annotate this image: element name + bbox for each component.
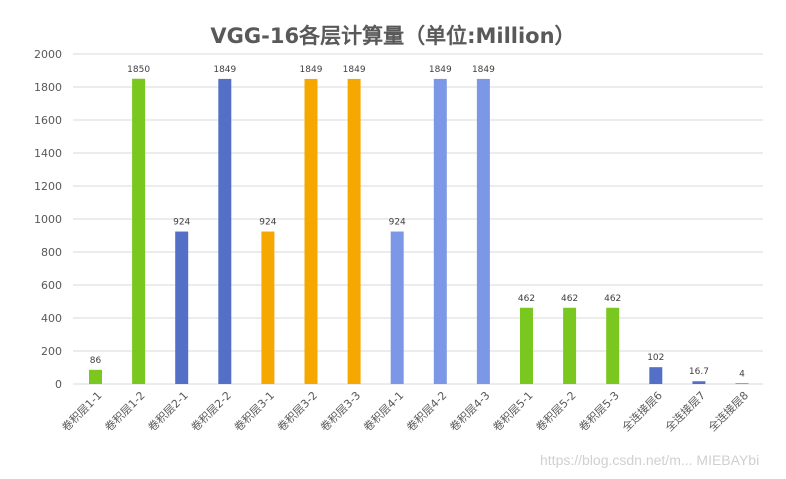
chart-title: VGG-16各层计算量（单位:Million）	[210, 24, 576, 48]
data-label: 1849	[472, 65, 495, 75]
data-label: 924	[259, 218, 276, 228]
bar	[433, 78, 447, 384]
x-tick-label: 卷积层3-1	[231, 388, 277, 434]
data-label: 462	[518, 294, 535, 304]
y-tick-label: 2000	[34, 48, 62, 61]
data-label: 462	[561, 294, 578, 304]
x-tick-label: 全连接层6	[619, 388, 665, 434]
data-label: 1850	[127, 65, 150, 75]
x-tick-label: 全连接层8	[705, 388, 751, 434]
bar	[606, 307, 620, 384]
bar	[476, 78, 490, 384]
data-label: 924	[173, 218, 190, 228]
x-tick-label: 卷积层5-2	[533, 388, 579, 434]
bar	[132, 78, 146, 384]
bar	[175, 231, 189, 384]
bar	[347, 78, 361, 384]
y-tick-label: 600	[41, 279, 62, 292]
data-label: 102	[647, 353, 664, 363]
x-tick-label: 卷积层2-1	[145, 388, 191, 434]
x-tick-label: 卷积层4-2	[403, 388, 449, 434]
y-tick-label: 800	[41, 246, 62, 259]
bars	[89, 78, 749, 384]
x-tick-label: 卷积层4-3	[447, 388, 493, 434]
watermark: https://blog.csdn.net/m... MIEBAYbi	[540, 452, 760, 468]
data-label: 4	[739, 369, 745, 379]
bar	[390, 231, 404, 384]
bar	[218, 78, 232, 384]
x-tick-label: 卷积层1-1	[59, 388, 105, 434]
bar	[89, 369, 102, 384]
bar	[520, 307, 533, 384]
y-tick-label: 200	[41, 345, 62, 358]
y-tick-label: 1600	[34, 114, 62, 127]
data-label: 462	[604, 294, 621, 304]
bar	[563, 307, 577, 384]
bar	[304, 78, 318, 384]
bar	[649, 367, 663, 384]
y-tick-label: 1200	[34, 180, 62, 193]
data-label: 924	[389, 218, 406, 228]
y-tick-label: 1000	[34, 213, 62, 226]
y-axis: 0 200 400 600 800 1000 1200 1400 1600 1800 2000	[34, 48, 62, 391]
y-tick-label: 1400	[34, 147, 62, 160]
x-axis: 卷积层1-1卷积层1-2卷积层2-1卷积层2-2卷积层3-1卷积层3-2卷积层3…	[59, 388, 751, 434]
x-tick-label: 卷积层1-2	[102, 388, 148, 434]
data-label: 86	[90, 356, 102, 366]
x-tick-label: 卷积层3-2	[274, 388, 320, 434]
data-label: 1849	[343, 65, 366, 75]
data-label: 1849	[213, 65, 236, 75]
bar	[692, 381, 706, 384]
bar	[261, 231, 275, 384]
x-tick-label: 全连接层7	[662, 388, 708, 434]
y-tick-label: 400	[41, 312, 62, 325]
x-tick-label: 卷积层5-3	[576, 388, 622, 434]
bar	[735, 383, 749, 384]
data-label: 16.7	[689, 367, 709, 377]
x-tick-label: 卷积层5-1	[490, 388, 536, 434]
x-tick-label: 卷积层4-1	[360, 388, 406, 434]
y-tick-label: 1800	[34, 81, 62, 94]
data-labels: 86 1850 924 1849 924 1849 1849 924 1849 1849 462 46…	[90, 65, 745, 380]
data-label: 1849	[429, 65, 452, 75]
data-label: 1849	[300, 65, 323, 75]
x-tick-label: 卷积层2-2	[188, 388, 234, 434]
y-tick-label: 0	[55, 378, 62, 391]
x-tick-label: 卷积层3-3	[317, 388, 363, 434]
